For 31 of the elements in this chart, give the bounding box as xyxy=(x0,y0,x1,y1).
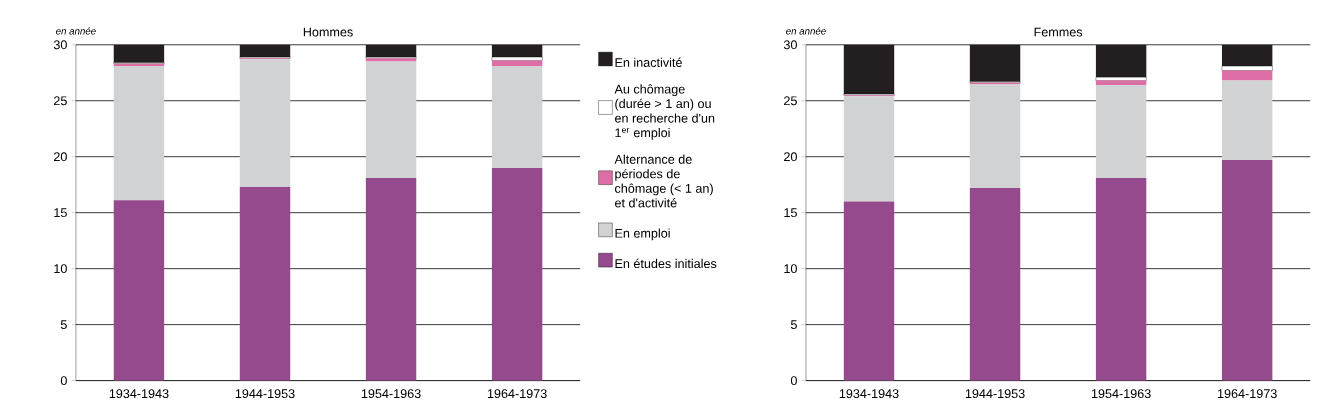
legend-label: En inactivité xyxy=(615,57,682,68)
y-tick-label: 25 xyxy=(54,96,67,106)
x-tick-label: 1954-1963 xyxy=(361,389,421,399)
x-tick-label: 1964-1973 xyxy=(487,389,547,399)
x-tick-label: 1944-1953 xyxy=(965,389,1025,399)
y-tick-label: 0 xyxy=(790,376,797,386)
legend-label: En études initiales xyxy=(615,258,717,269)
y-tick-label: 10 xyxy=(784,264,797,274)
y-tick-label: 20 xyxy=(784,152,797,162)
y-tick-label: 20 xyxy=(54,152,67,162)
y-tick-label: 5 xyxy=(60,320,67,330)
y-axis-title: en année xyxy=(56,27,96,35)
legend-label: En emploi xyxy=(615,228,670,241)
y-tick-label: 15 xyxy=(784,208,797,218)
x-tick-label: 1934-1943 xyxy=(839,389,899,399)
y-tick-label: 15 xyxy=(54,208,67,218)
x-tick-label: 1944-1953 xyxy=(235,389,295,399)
y-tick-label: 30 xyxy=(53,40,67,50)
y-tick-label: 5 xyxy=(790,320,797,330)
x-tick-label: 1964-1973 xyxy=(1217,389,1277,399)
y-tick-label: 25 xyxy=(784,96,797,106)
legend-label: Alternance de périodes de chômage (< 1 an) et d'activité xyxy=(614,154,713,208)
y-tick-label: 10 xyxy=(54,264,67,274)
legend-label: Au chômage (durée > 1 an) ou en recherche d'un 1$^{er}$ emploi xyxy=(614,84,715,140)
x-tick-label: 1934-1943 xyxy=(109,389,169,399)
chart-title: Femmes xyxy=(1034,27,1083,37)
x-tick-label: 1954-1963 xyxy=(1091,389,1151,399)
y-axis-title: en année xyxy=(786,27,826,35)
chart-title: Hommes xyxy=(303,27,353,37)
y-tick-label: 0 xyxy=(60,376,67,386)
y-tick-label: 30 xyxy=(783,40,797,50)
